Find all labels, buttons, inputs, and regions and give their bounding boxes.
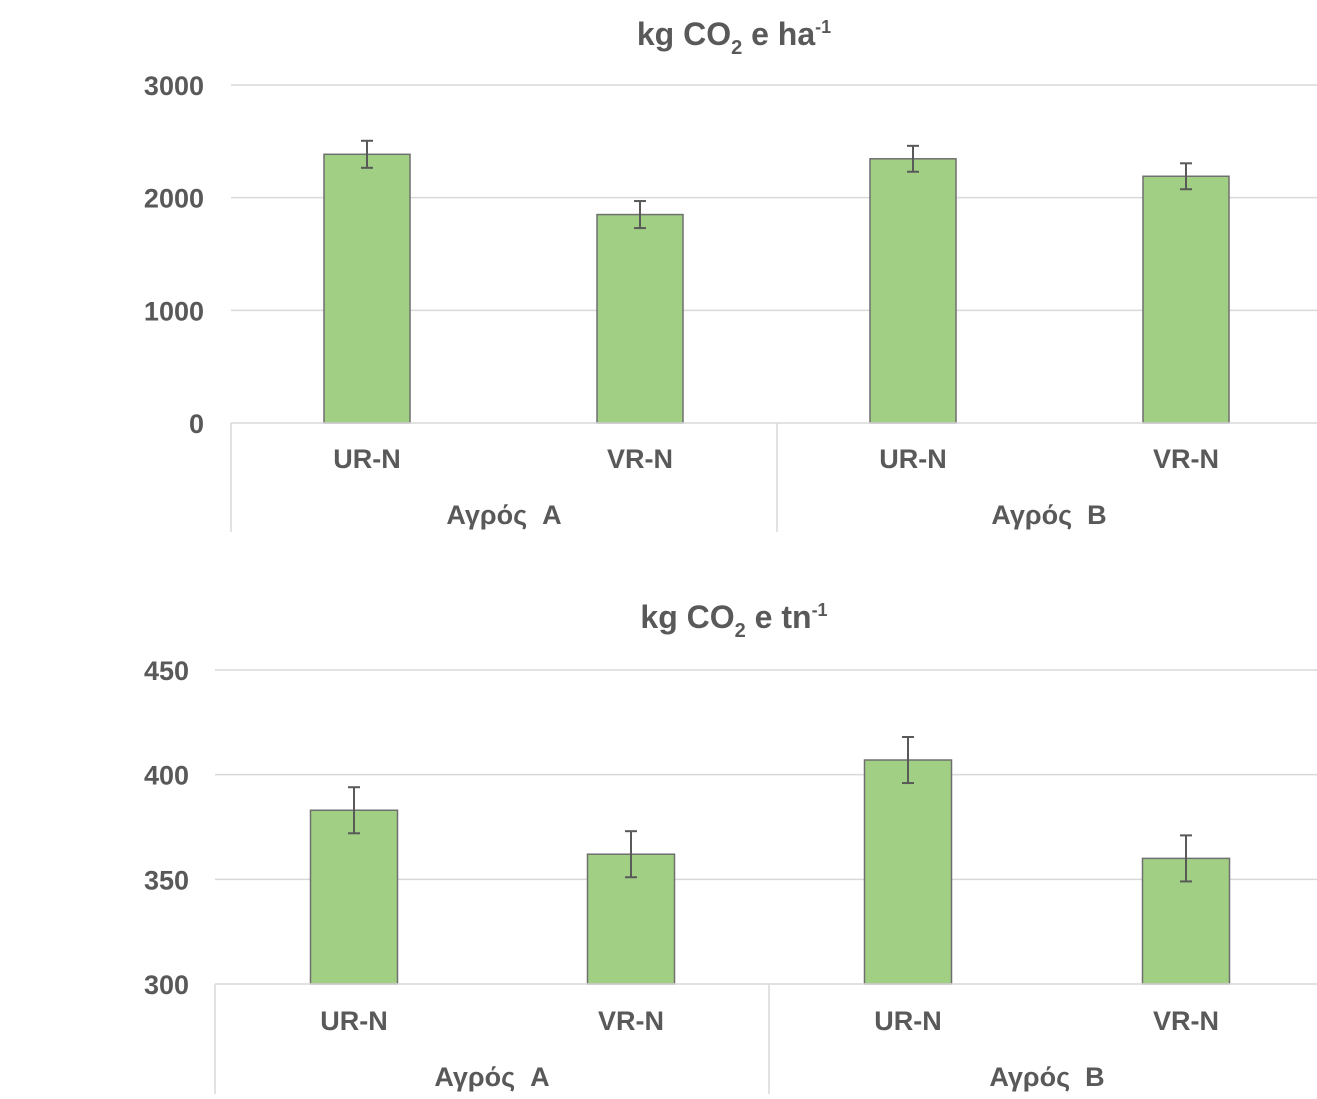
y-tick-label: 1000 bbox=[144, 296, 204, 326]
bar bbox=[309, 809, 399, 985]
chart-1-category-labels: UR-N VR-N UR-N VR-N bbox=[333, 444, 1219, 474]
x-tick-label: VR-N bbox=[1153, 1006, 1219, 1036]
x-tick-label: VR-N bbox=[607, 444, 673, 474]
chart-1-y-tick-labels: 0 1000 2000 3000 bbox=[144, 71, 204, 439]
chart-1-title: kg CO2 e ha-1 bbox=[637, 16, 831, 59]
chart-2-group-labels: Αγρός A Αγρός B bbox=[434, 1062, 1104, 1092]
y-tick-label: 350 bbox=[144, 865, 189, 895]
error-bar bbox=[625, 830, 637, 879]
group-label: Αγρός B bbox=[989, 1062, 1104, 1092]
y-tick-label: 450 bbox=[144, 656, 189, 686]
chart-2-y-tick-labels: 300 350 400 450 bbox=[144, 656, 189, 1000]
chart-1-gridlines bbox=[231, 84, 1317, 312]
error-bar bbox=[348, 786, 360, 835]
bar bbox=[1142, 175, 1230, 424]
error-bar bbox=[1180, 162, 1192, 191]
chart-2-gridlines bbox=[215, 669, 1317, 881]
chart-2-x-axis bbox=[214, 983, 1317, 1094]
group-label: Αγρός A bbox=[446, 500, 561, 530]
error-bar bbox=[902, 735, 914, 785]
chart-1-bars bbox=[323, 153, 1230, 424]
chart-2-title: kg CO2 e tn-1 bbox=[640, 599, 827, 642]
bar bbox=[323, 153, 411, 424]
y-tick-label: 400 bbox=[144, 761, 189, 791]
y-tick-label: 2000 bbox=[144, 184, 204, 214]
group-label: Αγρός A bbox=[434, 1062, 549, 1092]
chart-1-error-bars bbox=[361, 139, 1192, 230]
chart-2-bars bbox=[309, 759, 1231, 985]
x-tick-label: UR-N bbox=[333, 444, 401, 474]
chart-2: kg CO2 e tn-1 300 350 400 450 UR-N VR-N UR-N V… bbox=[144, 599, 1317, 1094]
group-label: Αγρός B bbox=[991, 500, 1106, 530]
y-tick-label: 300 bbox=[144, 970, 189, 1000]
bar bbox=[596, 213, 684, 424]
chart-1-x-axis bbox=[230, 422, 1317, 532]
y-tick-label: 0 bbox=[189, 409, 204, 439]
bar bbox=[869, 158, 957, 424]
error-bar bbox=[907, 144, 919, 173]
x-tick-label: UR-N bbox=[879, 444, 947, 474]
bar bbox=[863, 759, 953, 985]
x-tick-label: VR-N bbox=[1153, 444, 1219, 474]
x-tick-label: UR-N bbox=[874, 1006, 942, 1036]
y-tick-label: 3000 bbox=[144, 71, 204, 101]
chart-1-group-labels: Αγρός A Αγρός B bbox=[446, 500, 1106, 530]
error-bar bbox=[361, 139, 373, 169]
x-tick-label: UR-N bbox=[320, 1006, 388, 1036]
error-bar bbox=[1180, 834, 1192, 883]
chart-2-category-labels: UR-N VR-N UR-N VR-N bbox=[320, 1006, 1219, 1036]
x-tick-label: VR-N bbox=[598, 1006, 664, 1036]
chart-2-error-bars bbox=[348, 735, 1192, 883]
error-bar bbox=[634, 200, 646, 230]
